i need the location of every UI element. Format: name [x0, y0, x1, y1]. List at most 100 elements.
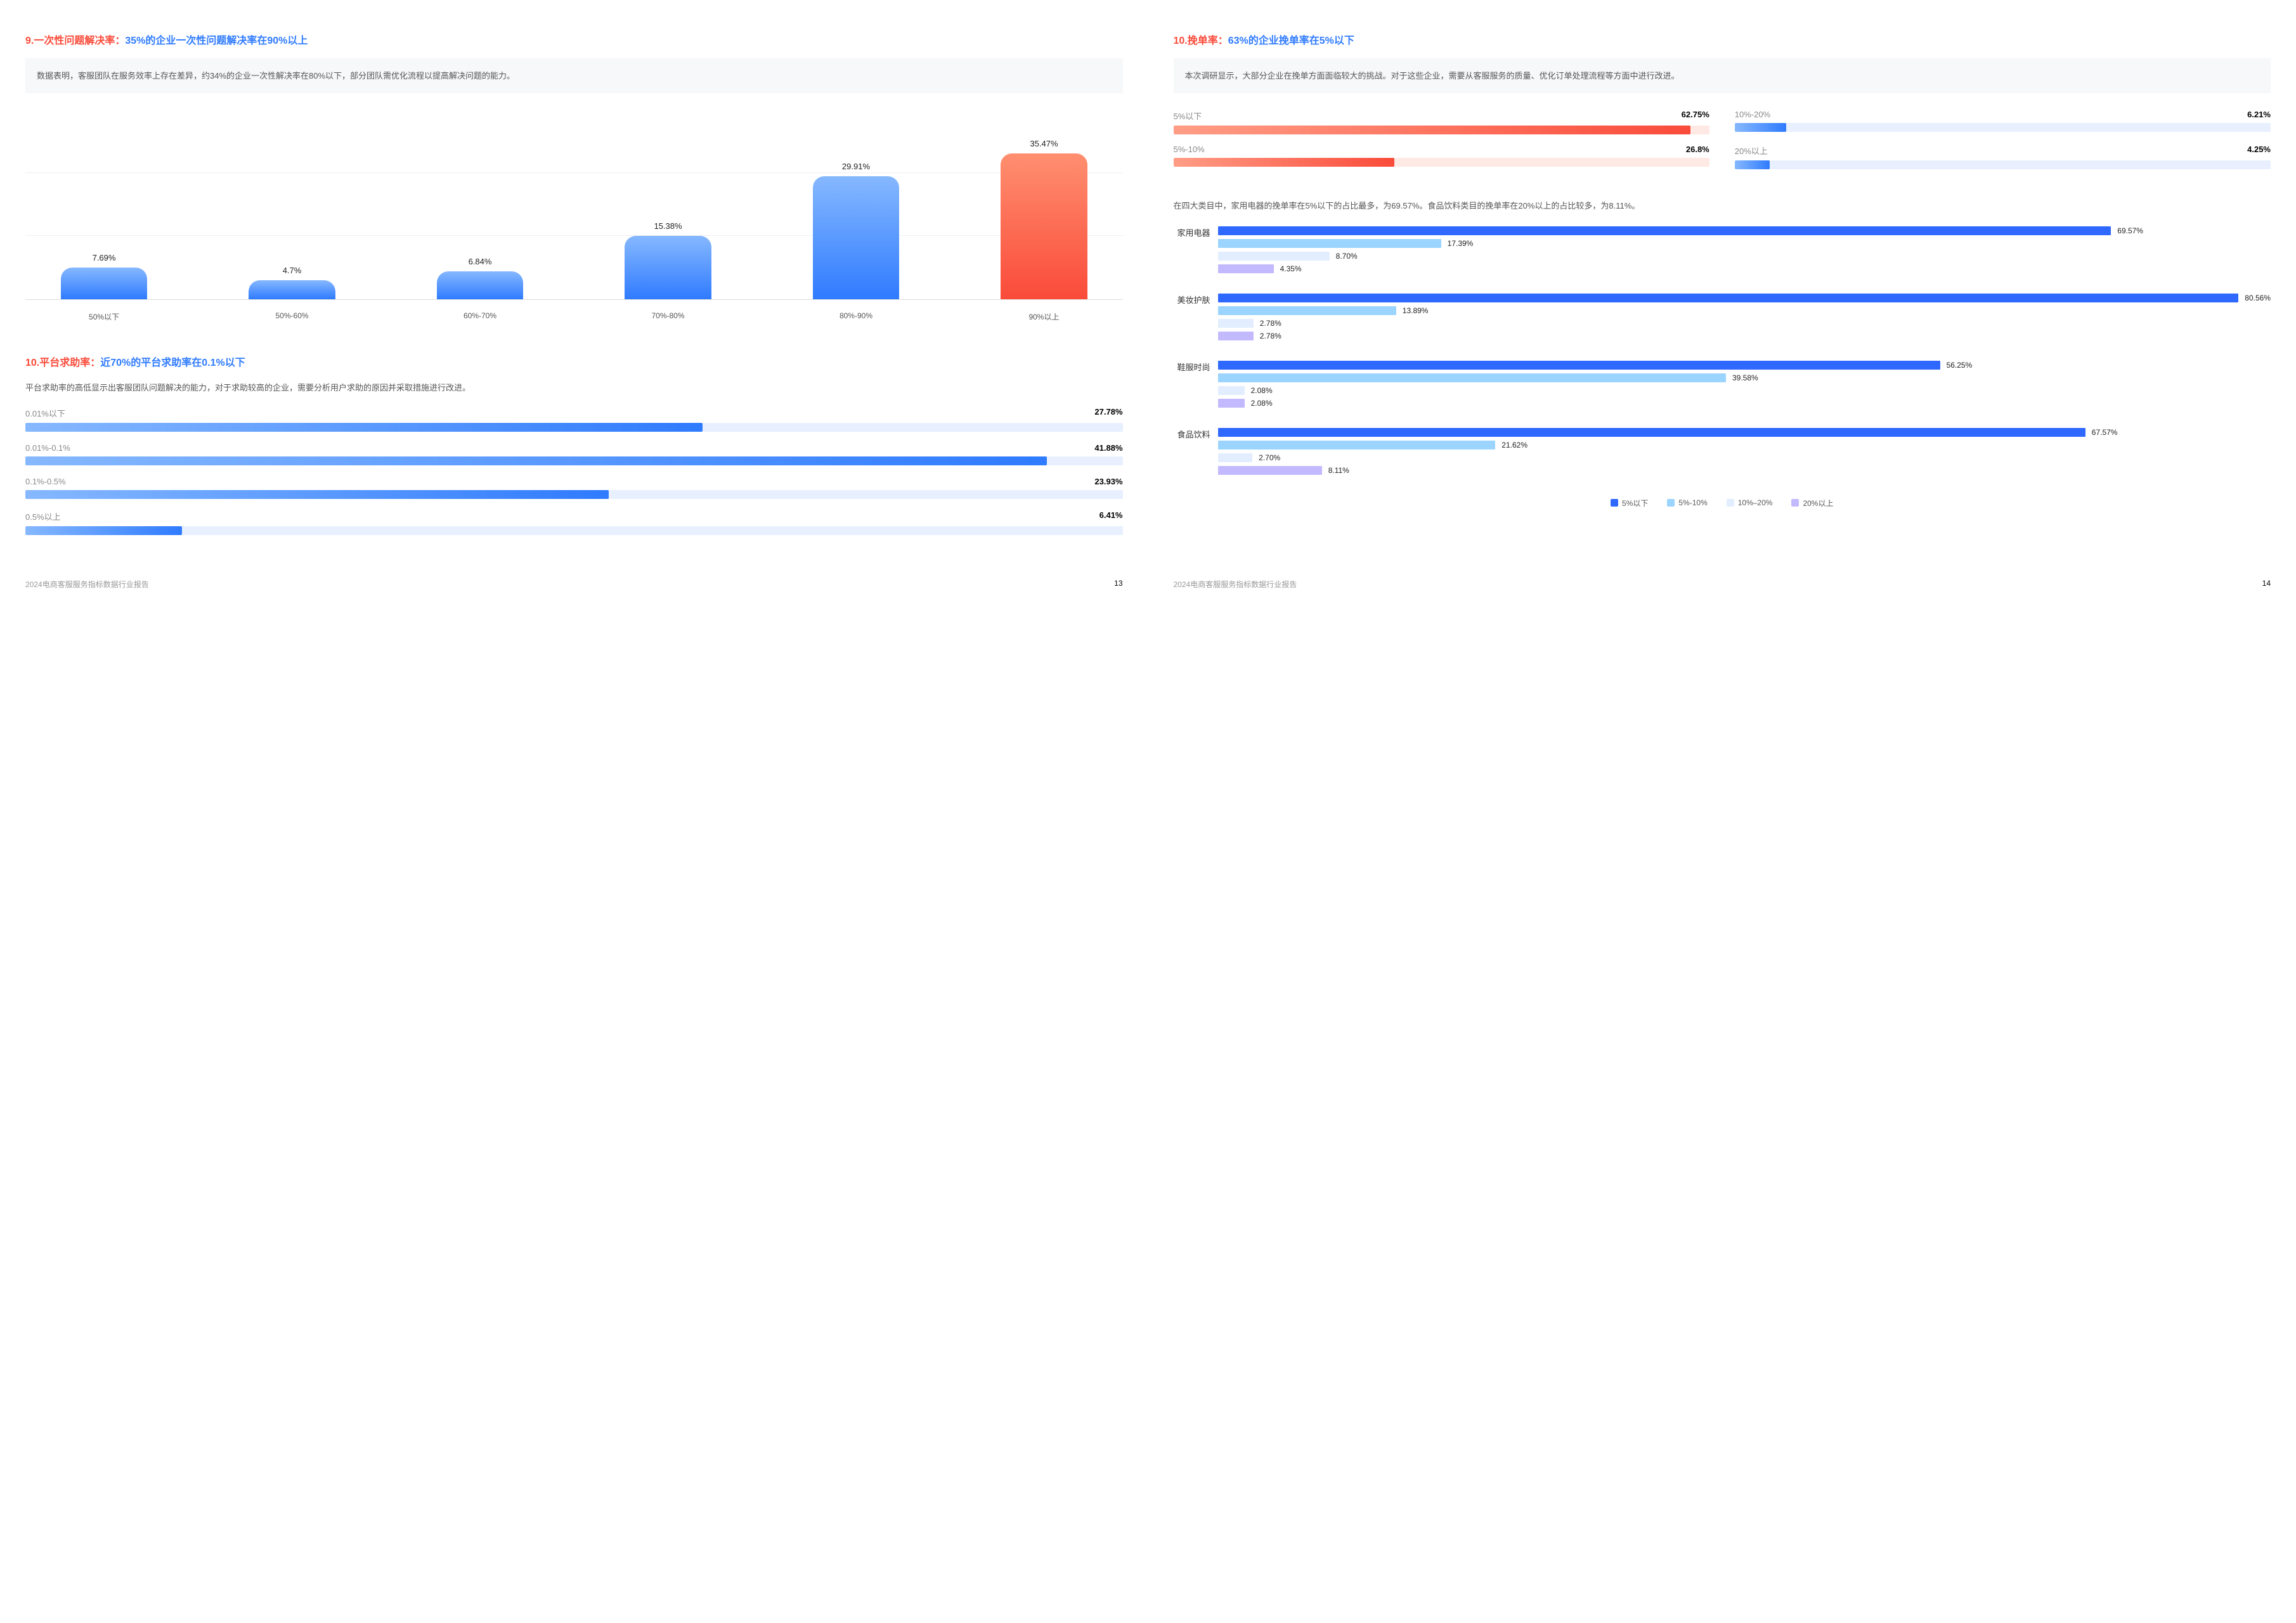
- category-bar-value: 67.57%: [2092, 428, 2118, 437]
- category-group: 家用电器69.57%17.39%8.70%4.35%: [1174, 225, 2271, 276]
- hbar-track: [25, 456, 1123, 465]
- category-name: 食品饮料: [1174, 427, 1218, 440]
- sec10b-legend: 5%以下 5%-10% 10%–20% 20%以上: [1174, 498, 2271, 508]
- category-bar-fill: [1218, 264, 1274, 273]
- category-bar-fill: [1218, 428, 2085, 437]
- column-value: 15.38%: [654, 221, 682, 231]
- category-bar-fill: [1218, 306, 1396, 315]
- category-bar-fill: [1218, 252, 1330, 261]
- sec10b-breakdown-desc: 在四大类目中，家用电器的挽单率在5%以下的占比最多，为69.57%。食品饮料类目…: [1174, 198, 2271, 213]
- hbar-track: [25, 423, 1123, 432]
- column-bar-fill: [625, 236, 711, 299]
- category-bar-row: 8.11%: [1218, 465, 2271, 476]
- category-bar-row: 56.25%: [1218, 359, 2271, 371]
- column-bar-fill: [1001, 153, 1087, 300]
- category-group: 鞋服时尚56.25%39.58%2.08%2.08%: [1174, 359, 2271, 410]
- category-bar-fill: [1218, 226, 2111, 235]
- hbar-label: 0.01%以下: [25, 407, 65, 419]
- hbar-fill: [25, 526, 182, 535]
- retention-label: 5%-10%: [1174, 145, 1205, 154]
- column-bar-fill: [61, 268, 148, 299]
- category-bar-value: 2.08%: [1251, 399, 1273, 408]
- retention-track: [1174, 126, 1709, 134]
- category-bar-row: 39.58%: [1218, 372, 2271, 384]
- category-bar-row: 2.78%: [1218, 318, 2271, 329]
- category-bar-value: 39.58%: [1732, 373, 1758, 382]
- legend-item: 20%以上: [1791, 498, 1833, 508]
- retention-label: 5%以下: [1174, 110, 1202, 122]
- hbar-fill: [25, 423, 703, 432]
- hbar-fill: [25, 456, 1047, 465]
- column-value: 6.84%: [469, 257, 492, 266]
- legend-label: 10%–20%: [1738, 498, 1773, 507]
- category-bar-fill: [1218, 373, 1726, 382]
- category-bar-value: 2.70%: [1259, 453, 1280, 462]
- column-bar: 15.38%: [595, 221, 740, 299]
- retention-value: 62.75%: [1682, 110, 1709, 122]
- sec10a-hbar-chart: 0.01%以下27.78% 0.01%-0.1% 41.88% 0.1%-0.5%23…: [25, 407, 1123, 546]
- retention-value: 4.25%: [2247, 145, 2271, 157]
- hbar-label: 0.01%-0.1%: [25, 443, 70, 453]
- category-bar-value: 69.57%: [2117, 226, 2143, 235]
- sec10b-title-red: 10.挽单率：: [1174, 36, 1228, 46]
- column-bar-fill: [249, 280, 335, 300]
- hbar-item: 0.1%-0.5%23.93%: [25, 477, 1123, 499]
- legend-item: 5%-10%: [1667, 498, 1707, 508]
- legend-item: 5%以下: [1611, 498, 1648, 508]
- column-bar: 4.7%: [219, 266, 364, 300]
- retention-item: 5%-10% 26.8%: [1174, 145, 1709, 169]
- category-bars: 67.57% 21.62% 2.70% 8.11%: [1218, 427, 2271, 477]
- page-left-footer: 2024电商客服服务指标数据行业报告 13: [25, 553, 1123, 590]
- category-bar-fill: [1218, 386, 1245, 395]
- category-bar-row: 21.62%: [1218, 439, 2271, 451]
- retention-track: [1735, 160, 2271, 169]
- hbar-fill: [25, 490, 609, 499]
- category-bar-value: 13.89%: [1403, 306, 1429, 315]
- category-bars: 80.56%13.89%2.78%2.78%: [1218, 292, 2271, 343]
- legend-swatch: [1791, 499, 1799, 507]
- report-spread: 9.一次性问题解决率：35%的企业一次性问题解决率在90%以上 数据表明，客服团…: [0, 0, 2296, 609]
- column-bar: 7.69%: [32, 253, 176, 299]
- hbar-track: [25, 526, 1123, 535]
- retention-item: 10%-20%6.21%: [1735, 110, 2271, 134]
- category-bar-row: 67.57%: [1218, 427, 2271, 438]
- category-bar-row: 8.70%: [1218, 250, 2271, 262]
- category-group: 食品饮料 67.57% 21.62% 2.70% 8.11%: [1174, 427, 2271, 477]
- category-bar-row: 2.78%: [1218, 330, 2271, 342]
- retention-fill: [1735, 160, 1770, 169]
- column-bar: 29.91%: [784, 162, 928, 299]
- sec10a-title-blue: 近70%的平台求助率在0.1%以下: [100, 358, 245, 368]
- page-num-right: 14: [2262, 579, 2271, 590]
- retention-item: 20%以上4.25%: [1735, 145, 2271, 169]
- column-bar-fill: [813, 176, 900, 299]
- column-value: 29.91%: [842, 162, 870, 171]
- retention-track: [1735, 123, 2271, 132]
- legend-swatch: [1611, 499, 1618, 507]
- retention-track: [1174, 158, 1709, 167]
- hbar-label: 0.1%-0.5%: [25, 477, 66, 486]
- footer-text-left: 2024电商客服服务指标数据行业报告: [25, 579, 149, 590]
- hbar-item: 0.01%以下27.78%: [25, 407, 1123, 432]
- sec10b-mini-chart: 5%以下 62.75% 10%-20%6.21% 5%-10% 26.8% 20%以上4.…: [1174, 110, 2271, 169]
- retention-fill: [1174, 158, 1395, 167]
- legend-swatch: [1727, 499, 1734, 507]
- category-bar-value: 56.25%: [1947, 361, 1973, 370]
- category-bar-fill: [1218, 361, 1940, 370]
- category-bar-fill: [1218, 399, 1245, 408]
- category-bar-fill: [1218, 441, 1496, 449]
- category-name: 美妆护肤: [1174, 292, 1218, 306]
- hbar-label: 0.5%以上: [25, 510, 61, 522]
- sec10b-title: 10.挽单率：63%的企业挽单率在5%以下: [1174, 32, 2271, 47]
- legend-label: 5%以下: [1622, 498, 1648, 508]
- category-name: 家用电器: [1174, 225, 1218, 238]
- footer-text-right: 2024电商客服服务指标数据行业报告: [1174, 579, 1297, 590]
- category-bar-fill: [1218, 319, 1254, 328]
- column-bar: 6.84%: [408, 257, 552, 299]
- hbar-value: 41.88%: [1094, 443, 1122, 453]
- sec10a-desc: 平台求助率的高低显示出客服团队问题解决的能力，对于求助较高的企业，需要分析用户求…: [25, 380, 1123, 395]
- retention-value: 26.8%: [1686, 145, 1709, 154]
- category-bar-fill: [1218, 294, 2239, 302]
- sec10b-grouped-chart: 家用电器69.57%17.39%8.70%4.35%美妆护肤80.56%13.8…: [1174, 225, 2271, 494]
- legend-swatch: [1667, 499, 1675, 507]
- category-bar-value: 8.70%: [1336, 252, 1358, 261]
